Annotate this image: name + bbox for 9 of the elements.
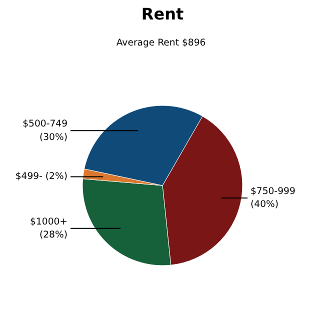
chart-subtitle: Average Rent $896 bbox=[116, 38, 206, 48]
slice-label: $500-749 bbox=[22, 118, 68, 130]
chart-title: Rent bbox=[141, 4, 184, 24]
data-label: (40%) bbox=[250, 199, 279, 210]
slice-label: $750-999 bbox=[250, 186, 296, 197]
slice-label: $499- (2%) bbox=[15, 171, 68, 182]
data-label: (30%) bbox=[39, 132, 68, 143]
slice-label: $1000+ bbox=[30, 216, 68, 228]
data-label: (28%) bbox=[39, 229, 68, 240]
